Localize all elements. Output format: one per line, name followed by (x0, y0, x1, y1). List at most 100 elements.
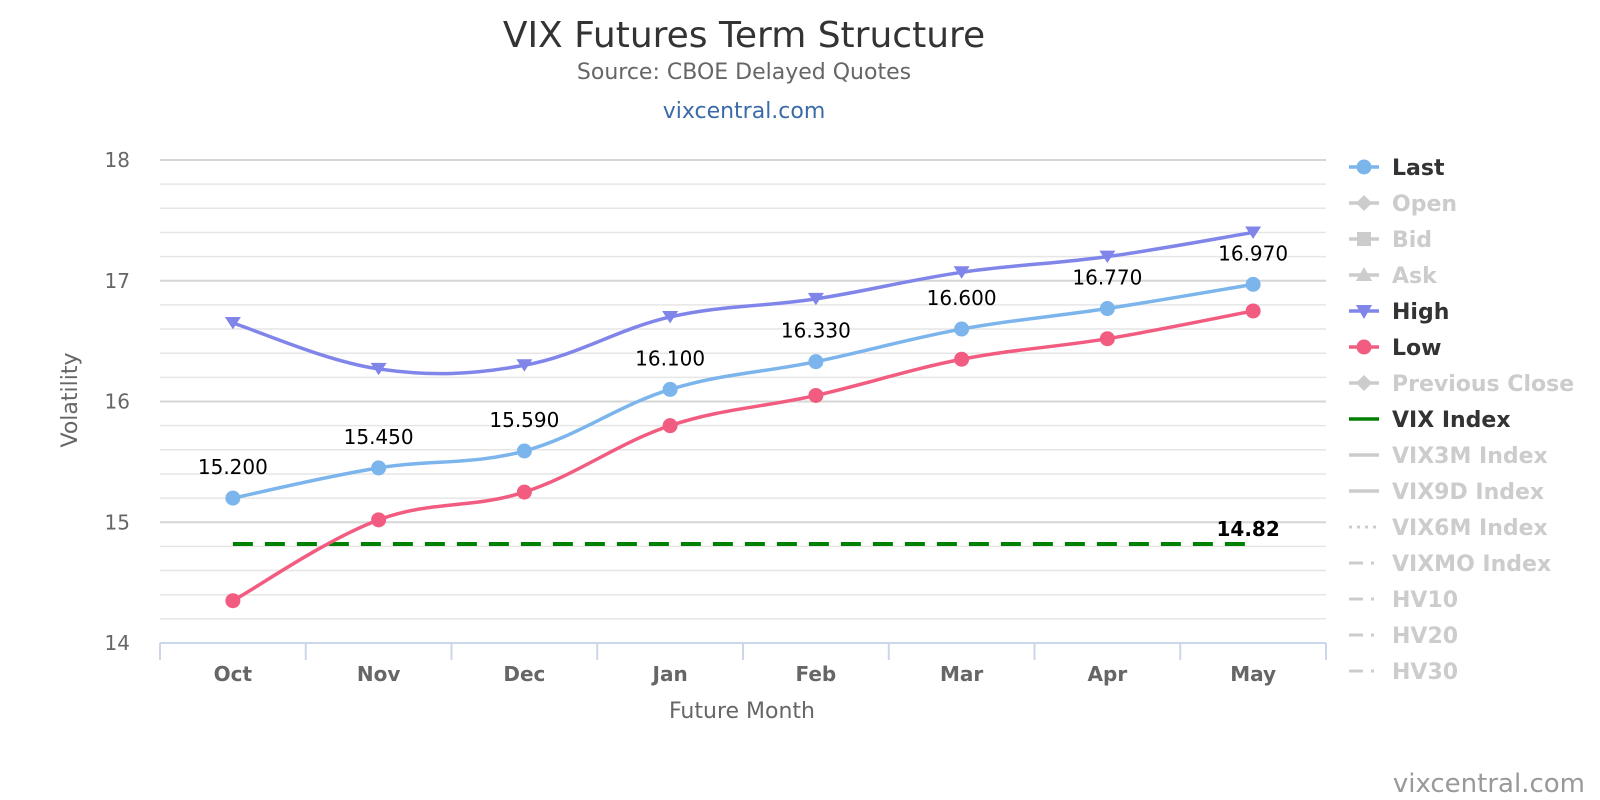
x-tick-label: Jan (651, 662, 688, 686)
legend-item-vix3m-index[interactable]: VIX3M Index (1349, 444, 1548, 469)
x-tick-label: Apr (1088, 662, 1128, 686)
legend-item-label: VIX6M Index (1392, 516, 1548, 541)
high-point[interactable] (1245, 226, 1262, 239)
legend-item-vix-index[interactable]: VIX Index (1349, 408, 1511, 433)
high-point[interactable] (662, 310, 679, 324)
vix-index-data-label: 14.82 (1216, 517, 1279, 541)
legend-item-open[interactable]: Open (1349, 192, 1457, 217)
low-point[interactable] (516, 484, 532, 500)
legend-circle-icon (1356, 339, 1372, 355)
legend-item-vix6m-index[interactable]: VIX6M Index (1349, 516, 1548, 541)
last-point[interactable] (954, 321, 970, 337)
chart-title: VIX Futures Term Structure (503, 15, 985, 56)
series-layer: 14.82 15.200 15.450 15.590 16.100 16.330 16.60… (198, 226, 1288, 609)
legend-square-icon (1357, 232, 1371, 246)
last-data-label: 15.200 (198, 455, 268, 479)
grid-lines (160, 159, 1326, 644)
high-point[interactable] (516, 359, 533, 372)
legend-circle-icon (1356, 159, 1372, 175)
last-data-label: 15.590 (489, 408, 559, 432)
legend-item-bid[interactable]: Bid (1349, 228, 1432, 253)
y-tick-label: 15 (105, 510, 130, 534)
last-data-label: 16.330 (781, 319, 851, 343)
legend-item-vixmo-index[interactable]: VIXMO Index (1349, 552, 1551, 577)
legend-item-label: VIX Index (1392, 408, 1511, 433)
last-data-label: 16.100 (635, 346, 705, 370)
legend-item-label: Low (1392, 336, 1441, 361)
legend-item-ask[interactable]: Ask (1349, 264, 1438, 289)
legend-item-label: Bid (1392, 228, 1432, 253)
low-line (232, 309, 1254, 603)
x-tick-label: Nov (357, 662, 401, 686)
legend-item-label: Last (1392, 156, 1445, 181)
legend-item-hv30[interactable]: HV30 (1349, 660, 1458, 685)
series-high (224, 226, 1262, 376)
legend-item-label: VIX3M Index (1392, 444, 1548, 469)
y-tick-label: 18 (105, 148, 130, 172)
y-tick-label: 17 (105, 269, 130, 293)
last-line (232, 282, 1254, 500)
legend-item-label: Previous Close (1392, 372, 1574, 397)
legend-item-label: VIX9D Index (1392, 480, 1544, 505)
low-point[interactable] (954, 351, 970, 367)
low-point[interactable] (808, 387, 824, 403)
last-point[interactable] (371, 460, 387, 476)
legend-item-label: VIXMO Index (1392, 552, 1551, 577)
low-point[interactable] (225, 593, 241, 609)
series-last: 15.200 15.450 15.590 16.100 16.330 16.600 16.7… (198, 241, 1288, 506)
legend-item-label: High (1392, 300, 1449, 325)
high-point[interactable] (953, 266, 970, 279)
low-point[interactable] (371, 512, 387, 528)
subtitle-link[interactable]: vixcentral.com (663, 99, 826, 124)
legend-triangle-icon (1356, 267, 1372, 281)
legend-item-label: HV30 (1392, 660, 1458, 685)
legend-triangle-down-icon (1356, 305, 1372, 319)
last-point[interactable] (516, 443, 532, 459)
legend-item-hv20[interactable]: HV20 (1349, 624, 1458, 649)
high-point[interactable] (370, 362, 387, 376)
high-point[interactable] (807, 292, 824, 306)
legend-item-low[interactable]: Low (1349, 336, 1441, 361)
y-axis-ticks: 14 15 16 17 18 (105, 148, 130, 655)
last-data-label: 15.450 (344, 425, 414, 449)
legend-item-label: HV20 (1392, 624, 1458, 649)
last-point[interactable] (662, 381, 678, 397)
legend: Last Open Bid Ask High Low Previous Close VIX I… (1349, 156, 1574, 685)
series-vix-index: 14.82 (232, 517, 1280, 546)
credits-link[interactable]: vixcentral.com (1393, 769, 1585, 799)
y-axis-label: Volatility (58, 352, 83, 447)
x-tick-label: Dec (503, 662, 545, 686)
y-tick-label: 16 (105, 390, 130, 414)
low-point[interactable] (1099, 331, 1115, 347)
legend-item-label: Ask (1392, 264, 1438, 289)
last-point[interactable] (1245, 276, 1261, 292)
x-tick-label: Oct (214, 662, 253, 686)
low-point[interactable] (1245, 303, 1261, 319)
chart-subtitle: Source: CBOE Delayed Quotes (577, 60, 911, 85)
x-axis: Oct Nov Dec Jan Feb Mar Apr May (159, 642, 1327, 686)
legend-diamond-icon (1356, 195, 1372, 211)
x-axis-label: Future Month (669, 699, 815, 724)
legend-item-label: Open (1392, 192, 1457, 217)
legend-item-vix9d-index[interactable]: VIX9D Index (1349, 480, 1544, 505)
y-tick-label: 14 (105, 631, 130, 655)
legend-diamond-icon (1356, 375, 1372, 391)
high-point[interactable] (1099, 250, 1116, 263)
last-data-label: 16.600 (927, 286, 997, 310)
last-point[interactable] (1099, 301, 1115, 317)
legend-item-hv10[interactable]: HV10 (1349, 588, 1458, 613)
last-point[interactable] (225, 490, 241, 506)
low-point[interactable] (662, 418, 678, 434)
series-low (225, 303, 1261, 609)
x-tick-label: Feb (796, 662, 837, 686)
high-line (232, 230, 1254, 376)
x-tick-label: May (1230, 662, 1276, 686)
legend-item-last[interactable]: Last (1349, 156, 1445, 181)
legend-item-previous-close[interactable]: Previous Close (1349, 372, 1574, 397)
legend-item-label: HV10 (1392, 588, 1458, 613)
high-point[interactable] (224, 317, 241, 330)
legend-item-high[interactable]: High (1349, 300, 1449, 325)
last-data-label: 16.770 (1072, 266, 1142, 290)
last-point[interactable] (808, 354, 824, 370)
